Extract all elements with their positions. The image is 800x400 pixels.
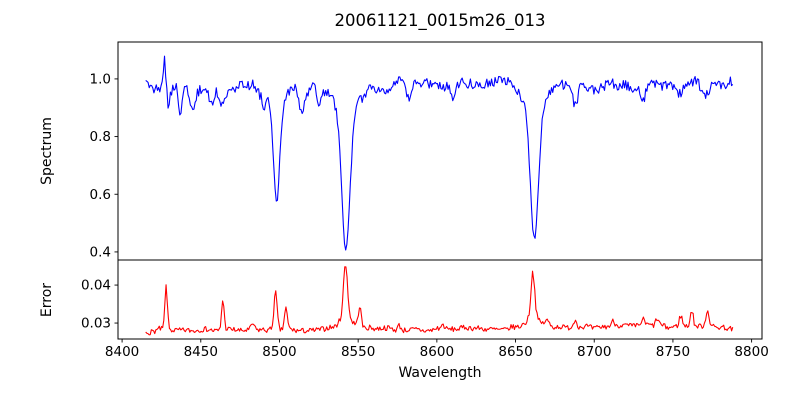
spectrum-line <box>145 55 734 251</box>
spectrum-axes-spines <box>117 41 763 261</box>
spectrum-y-tick-label: 0.6 <box>90 187 111 203</box>
x-tick-label: 8550 <box>341 344 375 360</box>
x-tick-label: 8800 <box>734 344 768 360</box>
error-line <box>145 266 734 336</box>
spectrum-y-tick-label: 1.0 <box>90 72 111 88</box>
error-axes-spines <box>117 259 763 340</box>
error-y-tick-label: 0.03 <box>81 316 111 332</box>
spectrum-y-tick-label: 0.4 <box>90 245 111 261</box>
x-axis-label: Wavelength <box>398 365 482 381</box>
spectrum-y-tick-label: 0.8 <box>90 129 111 145</box>
x-tick-label: 8400 <box>105 344 139 360</box>
chart-title: 20061121_0015m26_013 <box>334 11 546 30</box>
error-y-tick-label: 0.04 <box>81 278 111 294</box>
x-tick-label: 8750 <box>656 344 690 360</box>
x-tick-label: 8650 <box>498 344 532 360</box>
x-tick-label: 8600 <box>420 344 454 360</box>
x-tick-label: 8700 <box>577 344 611 360</box>
x-tick-label: 8450 <box>184 344 218 360</box>
x-tick-label: 8500 <box>262 344 296 360</box>
